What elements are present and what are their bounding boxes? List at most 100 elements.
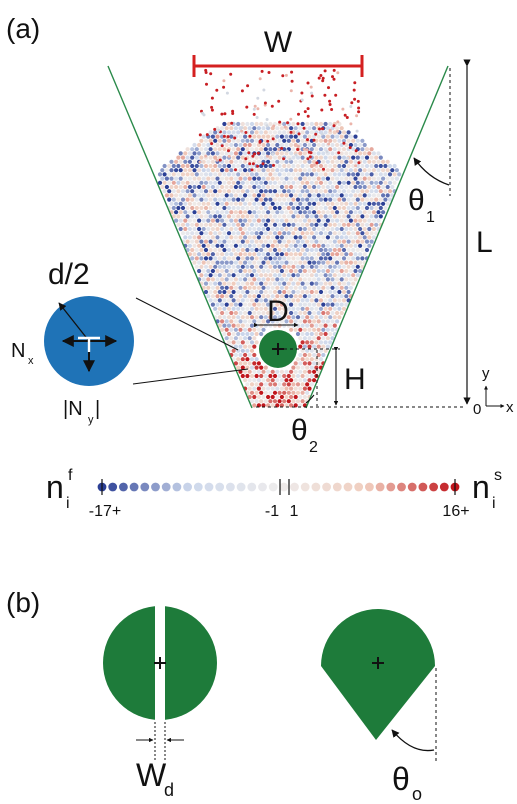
particle: [307, 344, 312, 349]
particle: [275, 319, 280, 324]
particle: [261, 151, 266, 156]
particle: [213, 127, 217, 131]
particle: [295, 399, 301, 404]
particle: [266, 386, 271, 391]
particle: [236, 197, 241, 202]
colorbar-dot: [365, 482, 374, 492]
particle: [298, 260, 303, 265]
particle: [251, 162, 255, 166]
particle: [247, 369, 252, 374]
particle: [240, 281, 245, 286]
particle: [270, 369, 275, 374]
particle: [208, 247, 213, 253]
particle: [208, 147, 213, 152]
particle: [302, 369, 307, 374]
particle: [293, 327, 298, 332]
particle: [314, 189, 319, 194]
particle: [351, 197, 356, 202]
particle: [210, 159, 215, 164]
particle: [277, 214, 282, 219]
particle: [282, 289, 287, 295]
particle: [354, 149, 358, 153]
particle: [332, 147, 337, 152]
particle: [254, 231, 259, 236]
particle: [289, 130, 293, 134]
particle: [305, 289, 310, 295]
particle: [307, 252, 312, 257]
particle: [360, 247, 365, 253]
particle: [268, 298, 273, 303]
particle: [344, 268, 349, 274]
particle: [300, 231, 305, 236]
particle: [197, 176, 202, 181]
particle: [249, 298, 255, 303]
particle: [295, 155, 301, 160]
particle: [305, 130, 310, 135]
particle: [289, 310, 294, 316]
particle: [247, 268, 252, 274]
particle: [270, 252, 275, 257]
particle: [233, 268, 238, 274]
particle: [302, 193, 307, 198]
particle: [323, 130, 328, 135]
particle: [217, 239, 222, 244]
particle: [289, 243, 294, 248]
particle: [233, 142, 238, 148]
particle: [233, 243, 238, 248]
particle: [336, 120, 340, 124]
particle: [247, 302, 252, 307]
particle: [302, 394, 307, 400]
particle: [272, 256, 278, 261]
particle: [282, 222, 287, 227]
particle: [335, 310, 340, 316]
particle: [243, 134, 248, 139]
particle: [300, 121, 305, 127]
particle: [385, 176, 390, 181]
particle: [268, 382, 273, 387]
particle: [226, 298, 232, 303]
particle: [305, 281, 310, 286]
particle: [249, 289, 255, 295]
particle: [307, 168, 312, 173]
particle: [213, 130, 218, 135]
inset-force-x-subscript: x: [28, 355, 34, 367]
particle: [279, 226, 284, 232]
particle: [300, 298, 305, 303]
particle: [249, 315, 255, 320]
particle: [187, 176, 192, 181]
particle: [364, 197, 370, 202]
particle: [300, 289, 305, 295]
particle: [261, 184, 266, 190]
particle: [300, 256, 305, 261]
particle: [266, 218, 271, 223]
particle: [270, 142, 275, 148]
particle: [259, 331, 264, 337]
particle: [268, 155, 273, 160]
particle: [243, 268, 248, 274]
particle: [337, 231, 342, 236]
particle: [263, 163, 268, 169]
particle: [265, 124, 269, 128]
particle: [223, 112, 227, 116]
colorbar-left-symbol: n: [46, 469, 64, 505]
particle: [298, 268, 303, 274]
particle: [335, 193, 340, 198]
particle: [249, 197, 255, 202]
particle: [312, 184, 317, 190]
particle: [316, 327, 321, 332]
particle: [328, 147, 333, 152]
particle: [187, 151, 192, 156]
particle: [268, 315, 273, 320]
particle: [220, 243, 225, 248]
colorbar-dots: [97, 482, 460, 492]
particle: [180, 180, 186, 185]
particle: [307, 386, 312, 391]
particle: [378, 214, 383, 219]
particle: [335, 268, 340, 274]
particle: [259, 256, 264, 261]
particle: [306, 157, 310, 161]
particle: [227, 149, 230, 153]
particle: [300, 247, 305, 253]
particle: [217, 214, 222, 219]
particle: [206, 294, 211, 299]
